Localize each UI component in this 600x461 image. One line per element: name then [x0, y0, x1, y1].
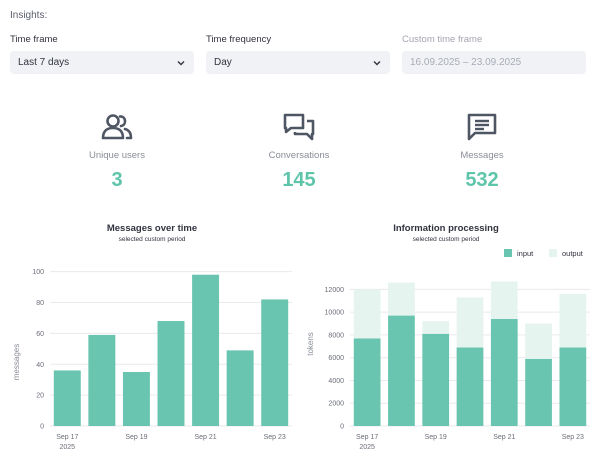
bar-output: [490, 281, 518, 319]
bar: [157, 321, 185, 426]
y-tick-label: 60: [36, 331, 44, 338]
y-tick-label: 40: [36, 362, 44, 369]
unique-users-label: Unique users: [89, 150, 145, 161]
legend-swatch-input: [504, 249, 512, 257]
y-tick-label: 6000: [328, 355, 344, 362]
bar-input: [559, 347, 587, 426]
chart-title: Messages over time: [107, 223, 197, 234]
messages-value: 532: [465, 169, 499, 191]
y-tick-label: 100: [32, 269, 44, 276]
time-frame-value: Last 7 days: [18, 57, 70, 68]
legend-label-output: output: [562, 249, 584, 258]
y-tick-label: 0: [40, 424, 44, 431]
y-tick-label: 80: [36, 300, 44, 307]
bar-output: [559, 293, 587, 348]
bar-output: [388, 282, 415, 316]
bar-input: [525, 358, 552, 426]
x-tick-label: Sep 19: [125, 434, 147, 441]
time-frequency-select[interactable]: Day: [206, 51, 390, 74]
time-frequency-field: Time frequency Day: [206, 34, 390, 74]
users-icon: [101, 114, 133, 140]
bar-input: [490, 318, 518, 426]
legend-label-input: input: [517, 249, 534, 258]
unique-users-metric: Unique users 3: [37, 112, 197, 192]
bar-output: [456, 297, 484, 348]
y-axis-label: messages: [12, 344, 21, 380]
time-frame-field: Time frame Last 7 days: [10, 34, 194, 74]
messages-metric: Messages 532: [402, 112, 562, 192]
chat-bubbles-icon: [283, 113, 315, 141]
chevron-down-icon: [373, 60, 381, 65]
y-tick-label: 20: [36, 393, 44, 400]
x-tick-label: Sep 23: [264, 434, 286, 441]
x-tick-label: Sep 21: [194, 434, 216, 441]
legend-swatch-output: [549, 249, 557, 257]
bar: [192, 274, 220, 426]
time-frequency-label: Time frequency: [206, 34, 272, 45]
time-frame-select[interactable]: Last 7 days: [10, 51, 194, 74]
insights-title: Insights:: [10, 10, 48, 21]
y-tick-label: 4000: [328, 378, 344, 385]
bar-input: [353, 338, 381, 426]
bar-output: [353, 289, 381, 339]
bar: [53, 370, 81, 426]
bar-input: [456, 347, 484, 426]
information-processing-chart: Information processing selected custom p…: [306, 223, 590, 451]
chart-subtitle: selected custom period: [119, 236, 186, 243]
bar-input: [422, 333, 450, 426]
unique-users-value: 3: [111, 169, 123, 191]
custom-time-frame-field: Custom time frame 16.09.2025 – 23.09.202…: [402, 34, 586, 74]
x-tick-year-label: 2025: [359, 444, 375, 451]
x-tick-year-label: 2025: [59, 444, 75, 451]
x-tick-label: Sep 19: [425, 434, 447, 441]
message-icon: [467, 113, 497, 141]
x-tick-label: Sep 23: [562, 434, 584, 441]
chevron-down-icon: [177, 60, 185, 65]
y-tick-label: 12000: [325, 287, 345, 294]
chart-subtitle: selected custom period: [413, 236, 480, 243]
bar-input: [388, 315, 415, 426]
time-frequency-value: Day: [214, 57, 232, 68]
bar-output: [422, 321, 450, 334]
y-tick-label: 2000: [328, 401, 344, 408]
conversations-label: Conversations: [268, 150, 330, 161]
conversations-value: 145: [282, 169, 316, 191]
chart-legend: input output: [504, 249, 584, 258]
x-tick-label: Sep 17: [356, 434, 378, 441]
bar: [88, 334, 116, 426]
custom-time-frame-input[interactable]: 16.09.2025 – 23.09.2025: [402, 51, 586, 74]
bar-output: [525, 323, 552, 359]
x-tick-label: Sep 17: [56, 434, 78, 441]
bar: [122, 371, 150, 426]
messages-over-time-chart: Messages over time selected custom perio…: [12, 223, 292, 451]
y-tick-label: 10000: [325, 310, 345, 317]
custom-time-frame-value: 16.09.2025 – 23.09.2025: [410, 57, 522, 68]
chart-title: Information processing: [393, 223, 499, 234]
bar: [226, 350, 254, 426]
bar: [261, 299, 289, 426]
x-tick-label: Sep 21: [493, 434, 515, 441]
messages-label: Messages: [460, 150, 504, 161]
y-tick-label: 8000: [328, 332, 344, 339]
conversations-metric: Conversations 145: [219, 112, 379, 192]
time-frame-label: Time frame: [10, 34, 58, 45]
y-tick-label: 0: [340, 424, 344, 431]
y-axis-label: tokens: [306, 332, 315, 356]
custom-time-frame-label: Custom time frame: [402, 34, 483, 45]
